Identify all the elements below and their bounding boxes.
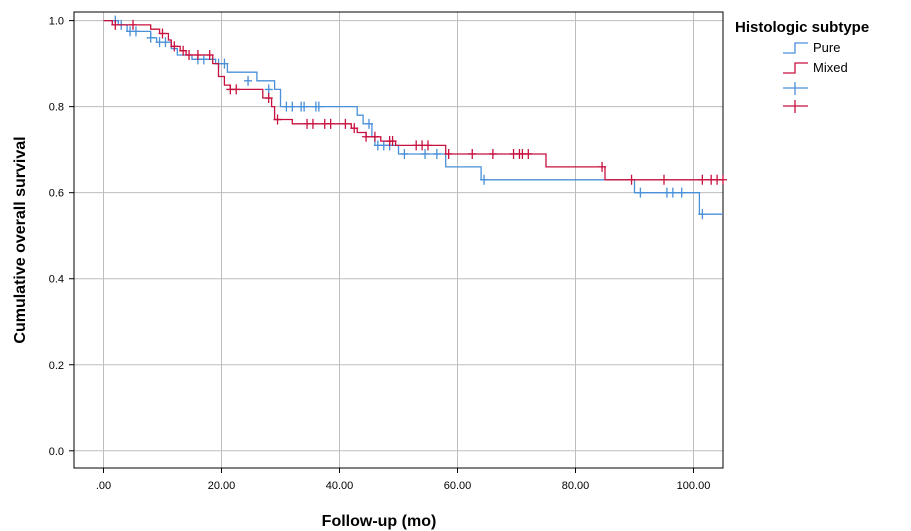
series-mixed-censor-mark xyxy=(719,174,727,185)
series-mixed-censor-mark xyxy=(488,148,497,159)
series-mixed-censor-mark xyxy=(158,28,167,39)
series-pure-censor-mark xyxy=(288,101,297,112)
series-mixed xyxy=(103,19,727,185)
series-pure-censor-mark xyxy=(677,187,686,198)
series-mixed-censor-mark xyxy=(111,19,120,30)
legend-label: Mixed xyxy=(813,60,848,75)
series-pure-censor-mark xyxy=(300,101,309,112)
series-pure-censor-mark xyxy=(636,187,645,198)
legend-censor-swatch xyxy=(783,100,808,113)
series-pure-censor-mark xyxy=(264,84,273,95)
legend-items: Pure Mixed xyxy=(783,40,848,113)
x-tick-label: 60.00 xyxy=(444,480,472,492)
series-pure-censor-mark xyxy=(314,101,323,112)
y-tick-label: 0.2 xyxy=(49,360,64,372)
y-tick-label: 0.4 xyxy=(49,274,64,286)
series-mixed-censor-mark xyxy=(326,118,335,129)
series-pure-censor-mark xyxy=(244,75,253,86)
legend-step-swatch xyxy=(783,62,808,74)
series-pure-censor-mark xyxy=(365,118,373,129)
legend-item xyxy=(783,82,808,95)
series-mixed-censor-mark xyxy=(129,19,137,30)
series-mixed-censor-mark xyxy=(424,140,432,151)
series-mixed-censor-mark xyxy=(598,161,607,172)
y-axis-title: Cumulative overall survival xyxy=(12,136,29,343)
grid xyxy=(74,12,723,468)
x-tick-label: .00 xyxy=(96,480,111,492)
series-pure-censor-mark xyxy=(480,174,489,185)
x-tick-label: 100.00 xyxy=(677,480,711,492)
series-mixed-censor-mark xyxy=(205,50,214,61)
legend-title: Histologic subtype xyxy=(735,19,869,36)
series-mixed-censor-mark xyxy=(698,174,707,185)
series-mixed-line xyxy=(103,19,723,181)
series-mixed-censor-mark xyxy=(388,136,397,147)
legend-step-swatch xyxy=(783,42,808,54)
series-mixed-censor-mark xyxy=(273,114,282,125)
x-axis-title: Follow-up (mo) xyxy=(322,513,437,530)
x-tick-label: 80.00 xyxy=(562,480,590,492)
series-pure-censor-mark xyxy=(400,148,409,159)
series-pure-censor-mark xyxy=(220,58,229,69)
series-mixed-censor-mark xyxy=(660,174,668,185)
x-tick-label: 20.00 xyxy=(208,480,236,492)
series-pure xyxy=(103,15,723,220)
series-mixed-censor-mark xyxy=(444,148,453,159)
legend: Histologic subtype Pure Mixed xyxy=(735,19,869,113)
series-mixed-censor-mark xyxy=(362,131,371,142)
series-pure-censor-mark xyxy=(421,148,430,159)
y-tick-label: 1.0 xyxy=(49,16,64,28)
axis-ticks: .00 20.00 40.00 60.00 80.00 100.00 0.0 0.2 0.4 0.… xyxy=(49,16,711,492)
legend-label: Pure xyxy=(813,40,840,55)
series-pure-censor-mark xyxy=(146,32,155,43)
series-layer xyxy=(103,15,727,220)
y-tick-label: 0.8 xyxy=(49,102,64,114)
series-mixed-censor-mark xyxy=(627,174,636,185)
series-pure-censor-mark xyxy=(131,26,140,37)
series-mixed-censor-mark xyxy=(524,148,533,159)
series-pure-censor-mark xyxy=(698,209,707,220)
y-tick-label: 0.6 xyxy=(49,188,64,200)
series-mixed-censor-mark xyxy=(179,45,188,56)
legend-item: Mixed xyxy=(783,60,848,75)
legend-item: Pure xyxy=(783,40,840,55)
series-mixed-censor-mark xyxy=(185,50,194,61)
legend-censor-swatch xyxy=(783,82,808,95)
series-pure-censor-mark xyxy=(199,54,208,65)
series-pure-censor-mark xyxy=(161,37,170,48)
legend-item xyxy=(783,100,808,113)
series-pure-line xyxy=(103,19,723,215)
plot-frame xyxy=(73,11,724,469)
y-tick-label: 0.0 xyxy=(49,446,64,458)
series-mixed-censor-mark xyxy=(341,118,350,129)
series-pure-censor-mark xyxy=(668,187,677,198)
series-mixed-censor-mark xyxy=(264,93,273,104)
series-mixed-censor-mark xyxy=(193,50,202,61)
series-mixed-censor-mark xyxy=(170,41,179,52)
x-tick-label: 40.00 xyxy=(326,480,354,492)
series-mixed-censor-mark xyxy=(370,131,379,142)
series-mixed-censor-mark xyxy=(468,148,477,159)
series-mixed-censor-mark xyxy=(350,123,359,134)
series-mixed-censor-mark xyxy=(308,118,317,129)
series-mixed-censor-mark xyxy=(232,84,241,95)
series-pure-censor-mark xyxy=(432,148,441,159)
